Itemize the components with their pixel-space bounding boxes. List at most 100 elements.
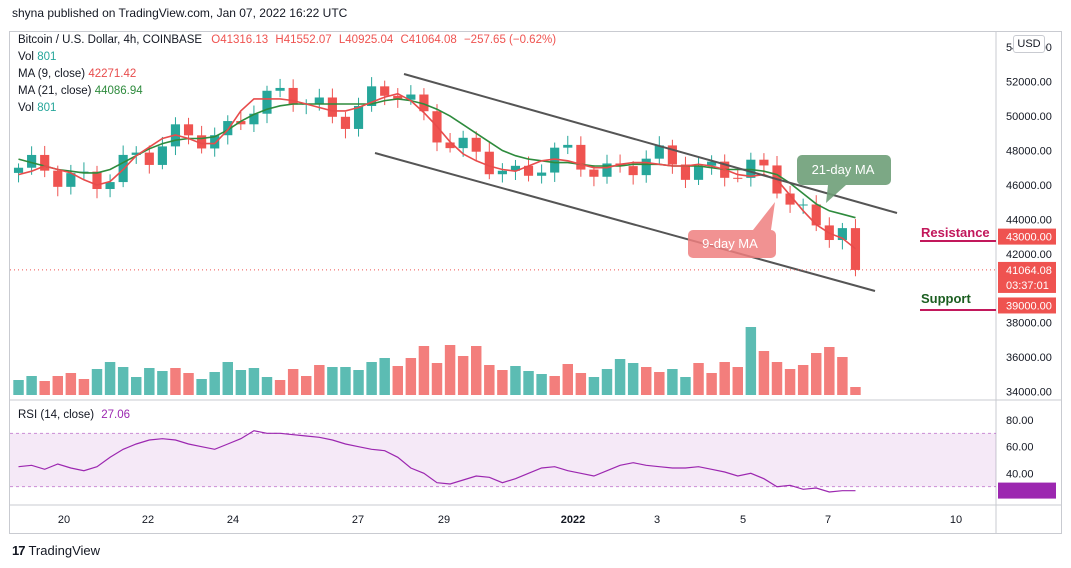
price-label-text: 43000.00 <box>1006 232 1052 244</box>
volume-bar <box>353 370 364 395</box>
rsi-value-box <box>998 482 1056 499</box>
candle-body <box>367 86 377 106</box>
time-tick-label: 24 <box>227 514 239 526</box>
price-tick-label: 48000.00 <box>1006 146 1052 158</box>
currency-button[interactable]: USD <box>1013 35 1045 53</box>
candle-body <box>53 170 63 187</box>
candle-body <box>602 163 612 177</box>
time-tick-label: 7 <box>825 514 831 526</box>
rsi-tick-label: 60.00 <box>1006 442 1034 454</box>
volume-bar <box>314 365 325 395</box>
ohlc-high: H41552.07 <box>275 34 332 46</box>
volume-bar <box>811 353 822 395</box>
price-label-box <box>998 297 1056 314</box>
rsi-line <box>18 430 856 493</box>
time-tick-label: 2022 <box>561 514 585 526</box>
volume-bar <box>104 362 116 395</box>
candle-body <box>576 144 586 170</box>
candle-body <box>497 170 507 175</box>
candle-body <box>628 166 638 176</box>
volume-bar <box>222 362 233 395</box>
footer-brand[interactable]: 17 TradingView <box>12 543 101 558</box>
candle-body <box>654 145 664 159</box>
volume-bar <box>706 373 717 395</box>
volume-bar <box>392 366 403 395</box>
volume-bar <box>170 368 181 395</box>
candle-body <box>144 152 154 165</box>
candle-body <box>249 113 259 125</box>
volume-bar <box>758 351 770 395</box>
time-tick-label: 10 <box>950 514 962 526</box>
volume-bar <box>457 356 469 395</box>
candle-body <box>837 228 847 241</box>
price-label-box <box>998 261 1056 278</box>
chart-frame <box>9 31 1062 534</box>
candle-body <box>380 86 390 96</box>
ma9-callout: 9-day MA <box>688 202 776 258</box>
volume-bar <box>91 369 103 395</box>
price-tick-label: 36000.00 <box>1006 352 1052 364</box>
candle-body <box>419 94 429 112</box>
volume-bar <box>536 374 547 395</box>
price-tick-label: 44000.00 <box>1006 214 1052 226</box>
candle-body <box>523 165 534 176</box>
candle-body <box>550 147 560 173</box>
publish-line: shyna published on TradingView.com, Jan … <box>12 6 348 20</box>
tradingview-logo-icon: 17 <box>12 543 26 558</box>
candle-body <box>510 165 521 171</box>
volume-bar <box>510 366 521 395</box>
rsi-band <box>10 433 996 487</box>
volume-bar <box>117 367 129 395</box>
volume-bar <box>484 365 495 395</box>
symbol-title: Bitcoin / U.S. Dollar, 4h, COINBASE <box>18 34 203 46</box>
volume-bar <box>274 380 286 395</box>
time-tick-label: 27 <box>352 514 364 526</box>
candle-body <box>641 158 651 176</box>
volume-bar <box>131 377 142 395</box>
candle-body <box>484 151 494 175</box>
candle-body <box>40 154 50 171</box>
volume-bar <box>549 376 560 395</box>
candle-body <box>262 90 272 114</box>
candle-body <box>131 152 141 155</box>
symbol-legend: Bitcoin / U.S. Dollar, 4h, COINBASE O413… <box>18 34 556 46</box>
candle-body <box>288 87 298 105</box>
candle-body <box>406 94 416 100</box>
ma21-line <box>18 98 856 219</box>
candle-body <box>667 145 677 165</box>
candle-body <box>105 182 115 190</box>
volume-bar <box>654 372 665 395</box>
price-tick-label: 52000.00 <box>1006 77 1052 89</box>
volume-bar <box>431 363 443 395</box>
candle-body <box>327 97 337 117</box>
candle-body <box>353 105 364 129</box>
volume-bar <box>667 369 678 395</box>
volume-bar <box>497 370 508 395</box>
volume-bar <box>771 362 783 395</box>
candle-body <box>850 228 861 270</box>
volume-bar <box>745 327 757 395</box>
legend-row-vol2: Vol 801 <box>18 102 57 114</box>
volume-bar <box>797 365 809 395</box>
candle-body <box>811 204 821 226</box>
volume-bar <box>523 371 534 395</box>
volume-bar <box>850 387 861 395</box>
candle-body <box>13 167 24 173</box>
candle-body <box>66 173 76 187</box>
channel-upper-line <box>403 73 898 214</box>
volume-bar <box>287 369 299 395</box>
candle-body <box>157 146 167 165</box>
time-tick-label: 29 <box>438 514 450 526</box>
price-tick-label: 46000.00 <box>1006 180 1052 192</box>
candle-body <box>563 144 573 148</box>
time-tick-label: 20 <box>58 514 70 526</box>
candle-body <box>197 135 207 149</box>
volume-bar <box>196 379 207 395</box>
time-tick-label: 3 <box>654 514 660 526</box>
candle-body <box>223 121 233 136</box>
volume-bar <box>693 363 704 395</box>
candle-body <box>275 87 285 91</box>
candle-body <box>798 204 808 206</box>
rsi-tick-label: 80.00 <box>1006 415 1034 427</box>
